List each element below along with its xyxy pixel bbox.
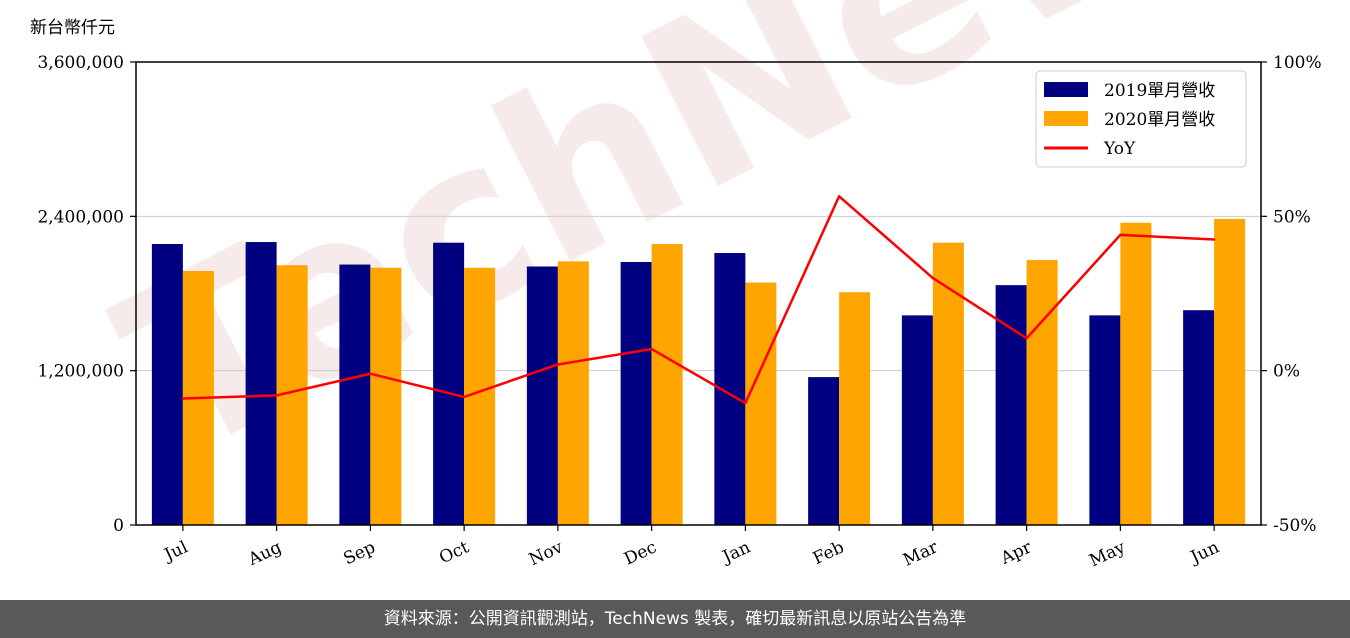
yoy-point bbox=[275, 394, 278, 397]
bar-2019 bbox=[433, 242, 465, 525]
x-tick-label: Oct bbox=[436, 537, 472, 568]
bar-2020 bbox=[1120, 222, 1152, 525]
plot-frame bbox=[135, 61, 1262, 526]
yoy-point bbox=[931, 276, 935, 280]
y-right-tick-label: 0% bbox=[1273, 362, 1300, 382]
legend-label-2019: 2019單月營收 bbox=[1104, 81, 1215, 101]
bar-2019 bbox=[1183, 310, 1215, 525]
bar-2020 bbox=[932, 242, 964, 525]
yoy-point bbox=[462, 395, 466, 399]
x-tick-label: Nov bbox=[526, 537, 566, 570]
y-right-tick-label: -50% bbox=[1273, 516, 1317, 536]
bar-2019 bbox=[620, 261, 652, 525]
x-tick-label: Jun bbox=[1186, 537, 1222, 568]
bar-2020 bbox=[557, 261, 589, 525]
bar-2019 bbox=[995, 285, 1027, 525]
yoy-point bbox=[1119, 233, 1122, 237]
bar-2019 bbox=[808, 377, 840, 525]
x-tick-label: Jan bbox=[718, 537, 754, 568]
bar-2020 bbox=[839, 292, 871, 525]
y-left-tick-label: 3,600,000 bbox=[37, 53, 124, 73]
bar-2019 bbox=[151, 243, 183, 525]
yoy-point bbox=[369, 372, 372, 375]
yoy-point bbox=[837, 195, 841, 198]
bar-2019 bbox=[526, 266, 558, 525]
y-unit-label: 新台幣仟元 bbox=[30, 18, 115, 38]
y-left-tick-label: 2,400,000 bbox=[37, 207, 124, 227]
x-tick-label: Dec bbox=[621, 537, 660, 569]
x-tick-label: Aug bbox=[244, 537, 284, 570]
legend-swatch-2019 bbox=[1044, 82, 1088, 97]
legend-label-yoy: YoY bbox=[1103, 139, 1136, 159]
x-tick-label: May bbox=[1086, 537, 1128, 571]
y-left-tick-label: 0 bbox=[113, 516, 124, 536]
legend-label-2020: 2020單月營收 bbox=[1104, 110, 1215, 130]
y-right-tick-label: 100% bbox=[1273, 53, 1322, 73]
source-footer: 資料來源：公開資訊觀測站，TechNews 製表，確切最新訊息以原站公告為準 bbox=[0, 600, 1350, 638]
bar-2019 bbox=[1089, 315, 1121, 525]
yoy-line-layer bbox=[181, 195, 1216, 405]
bar-2020 bbox=[651, 243, 683, 525]
yoy-point bbox=[650, 347, 653, 351]
x-tick-label: Mar bbox=[900, 537, 942, 571]
bar-2019 bbox=[245, 242, 277, 526]
bar-2020 bbox=[745, 282, 777, 525]
yoy-point bbox=[744, 401, 747, 405]
yoy-line bbox=[182, 195, 1215, 405]
x-tick-label: Sep bbox=[340, 537, 378, 569]
yoy-point bbox=[1212, 238, 1216, 241]
bar-2020 bbox=[1214, 218, 1246, 525]
yoy-point bbox=[1025, 337, 1028, 340]
yoy-point bbox=[556, 363, 560, 366]
x-tick-label: Apr bbox=[997, 537, 1036, 569]
legend-swatch-2020 bbox=[1044, 111, 1088, 126]
revenue-chart: TechNews 01,200,0002,400,0003,600,000-50… bbox=[30, 0, 1346, 571]
x-tick-label: Feb bbox=[810, 537, 847, 569]
legend: 2019單月營收 2020單月營收 YoY bbox=[1035, 70, 1247, 168]
bar-2020 bbox=[1026, 260, 1058, 525]
y-right-tick-label: 50% bbox=[1273, 207, 1311, 227]
bar-2019 bbox=[901, 315, 933, 525]
bar-2019 bbox=[339, 264, 371, 525]
yoy-point bbox=[181, 397, 185, 400]
y-left-tick-label: 1,200,000 bbox=[37, 362, 124, 382]
x-tick-label: Jul bbox=[160, 537, 191, 566]
bar-2020 bbox=[370, 267, 402, 525]
legend-box bbox=[1035, 70, 1247, 168]
